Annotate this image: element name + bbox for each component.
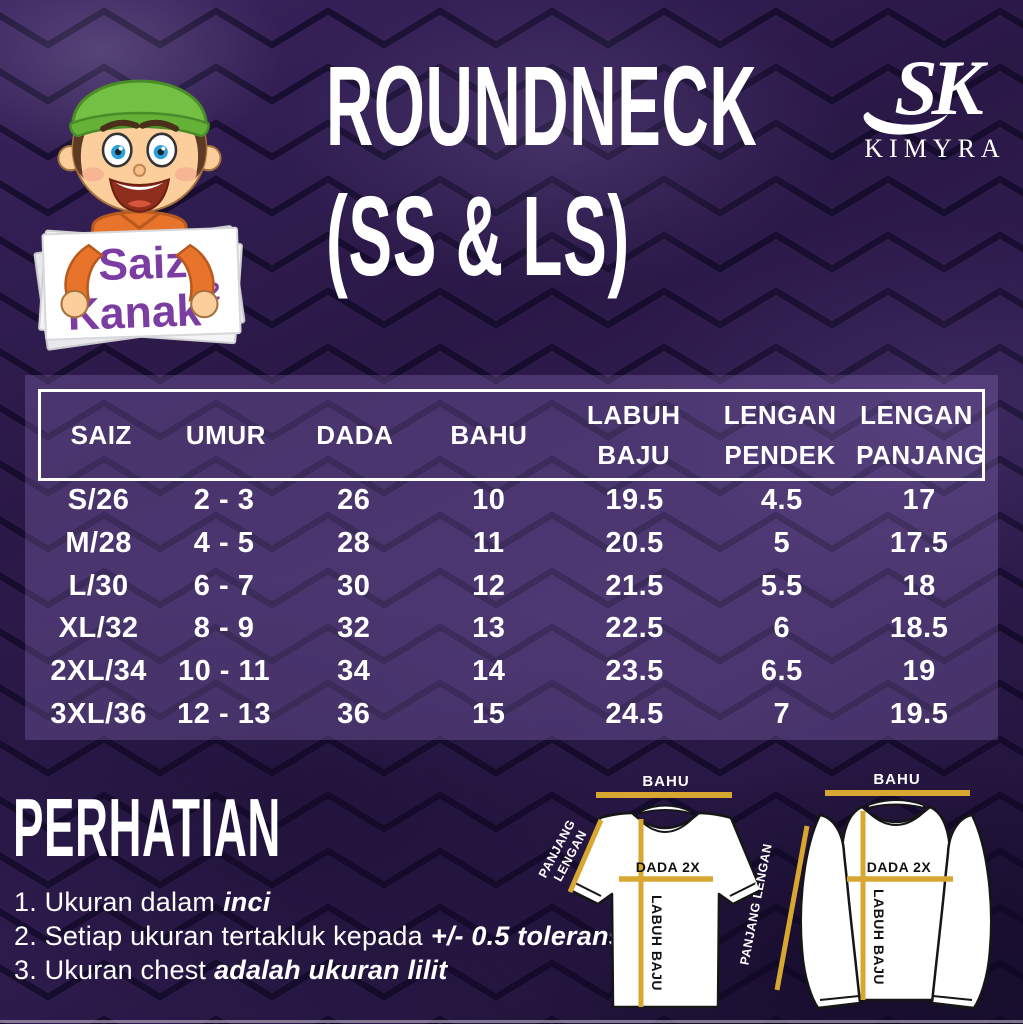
table-cell: 11 [472, 526, 505, 559]
table-row: M/28 4 - 5 28 11 20.5 5 17.5 [38, 522, 985, 565]
brand-monogram: SK [894, 44, 988, 131]
tshirt-body-outline [840, 805, 952, 1002]
table-cell: 7 [773, 698, 791, 731]
boy-hands [60, 243, 219, 319]
table-cell: 24.5 [605, 698, 664, 731]
long-sleeve-diagram: BAHU DADA 2X LABUH BAJU PANJANG LENGAN [737, 755, 1021, 1024]
table-cell: 18.5 [889, 612, 949, 645]
badge-line2: Kanak [67, 286, 203, 340]
brand-name: KIMYRA [864, 134, 1006, 163]
table-cell: 13 [472, 612, 506, 645]
table-cell: 26 [337, 483, 371, 516]
short-sleeve-diagram: BAHU DADA 2X LABUH BAJU PANJANG LENGAN [536, 757, 780, 1022]
table-cell: 12 - 13 [177, 698, 271, 731]
notice-heading: PERHATIAN [13, 781, 281, 874]
table-cell: XL/32 [58, 612, 139, 645]
table-cell: 5 [773, 526, 791, 559]
column-header: LENGAN PENDEK [723, 399, 837, 470]
notice-item: 1. Ukuran dalam inci [14, 887, 271, 917]
table-cell: 34 [337, 655, 371, 688]
logo-swoosh [863, 112, 948, 135]
table-cell: 23.5 [605, 655, 664, 688]
badge-line1: Saiz [97, 238, 188, 290]
table-cell: 6.5 [760, 655, 803, 688]
boy-mascot-illustration: Saiz Kanak 2 [26, 28, 254, 351]
table-cell: 4 - 5 [193, 526, 255, 559]
table-cell: 3XL/36 [50, 698, 147, 731]
table-cell: 19.5 [605, 483, 664, 516]
table-cell: 30 [337, 569, 371, 602]
column-header: UMUR [185, 419, 266, 450]
table-cell: L/30 [68, 569, 129, 602]
table-cell: 19.5 [889, 698, 949, 731]
table-cell: 12 [472, 569, 506, 602]
boy-smile [108, 177, 171, 213]
right-sleeve-outline [930, 813, 993, 1010]
table-cell: 22.5 [605, 612, 664, 645]
table-cell: 21.5 [605, 569, 664, 602]
bottom-edge-highlight [0, 1020, 1023, 1023]
table-cell: 28 [337, 526, 371, 559]
chest-label: DADA 2X [636, 859, 701, 875]
table-row: L/30 6 - 7 30 12 21.5 5.5 18 [38, 565, 985, 608]
table-cell: 2 - 3 [193, 483, 255, 516]
length-label: LABUH BAJU [649, 895, 665, 991]
page-title-line2: (SS & LS) [326, 173, 630, 299]
table-cell: 10 [472, 483, 506, 516]
column-header: LENGAN PANJANG [856, 399, 985, 470]
table-cell: 17 [902, 483, 936, 516]
table-cell: 32 [337, 612, 371, 645]
column-header: DADA [316, 419, 394, 450]
table-cell: M/28 [65, 526, 132, 559]
table-cell: 5.5 [760, 569, 803, 602]
shoulder-measure-label: BAHU [873, 771, 920, 788]
notice-item: 3. Ukuran chest adalah ukuran lilit [14, 955, 448, 985]
size-table-panel: SAIZ UMUR DADA BAHU LABUH BAJU LENGAN PE… [25, 375, 998, 740]
length-label: LABUH BAJU [871, 889, 887, 985]
table-cell: 20.5 [605, 526, 664, 559]
column-header: SAIZ [70, 419, 132, 450]
table-row: 2XL/34 10 - 11 34 14 23.5 6.5 19 [38, 650, 985, 693]
table-row: S/26 2 - 3 26 10 19.5 4.5 17 [38, 479, 985, 522]
table-cell: 36 [337, 698, 371, 731]
table-cell: 18 [902, 569, 936, 602]
sleeve-measure-line [774, 825, 810, 991]
brand-logo: SK KIMYRA [850, 28, 1014, 164]
tshirt-outline [568, 811, 763, 1009]
chest-label: DADA 2X [867, 859, 932, 875]
page-title-line1: ROUNDNECK [326, 43, 758, 169]
size-table-header: SAIZ UMUR DADA BAHU LABUH BAJU LENGAN PE… [38, 389, 985, 481]
table-cell: 10 - 11 [177, 655, 271, 688]
shoulder-measure-label: BAHU [642, 773, 689, 790]
column-header: BAHU [450, 419, 528, 450]
notice-item: 2. Setiap ukuran tertakluk kepada +/- 0.5… [14, 921, 624, 951]
size-table-body: S/26 2 - 3 26 10 19.5 4.5 17 M/28 4 - 5 … [38, 479, 985, 736]
table-cell: 2XL/34 [50, 655, 147, 688]
table-cell: S/26 [67, 483, 130, 516]
table-cell: 6 [773, 612, 791, 645]
table-row: XL/32 8 - 9 32 13 22.5 6 18.5 [38, 607, 985, 650]
table-cell: 4.5 [760, 483, 803, 516]
table-cell: 17.5 [889, 526, 949, 559]
sleeve-measure-line [567, 819, 604, 893]
notice-list: 1. Ukuran dalam inci 2. Setiap ukuran ter… [14, 885, 624, 987]
table-cell: 19 [902, 655, 936, 688]
column-header: LABUH BAJU [587, 399, 681, 470]
table-row: 3XL/36 12 - 13 36 15 24.5 7 19.5 [38, 693, 985, 736]
table-cell: 6 - 7 [193, 569, 255, 602]
table-cell: 8 - 9 [193, 612, 255, 645]
table-cell: 14 [472, 655, 506, 688]
table-cell: 15 [472, 698, 506, 731]
left-sleeve-outline [799, 813, 862, 1010]
